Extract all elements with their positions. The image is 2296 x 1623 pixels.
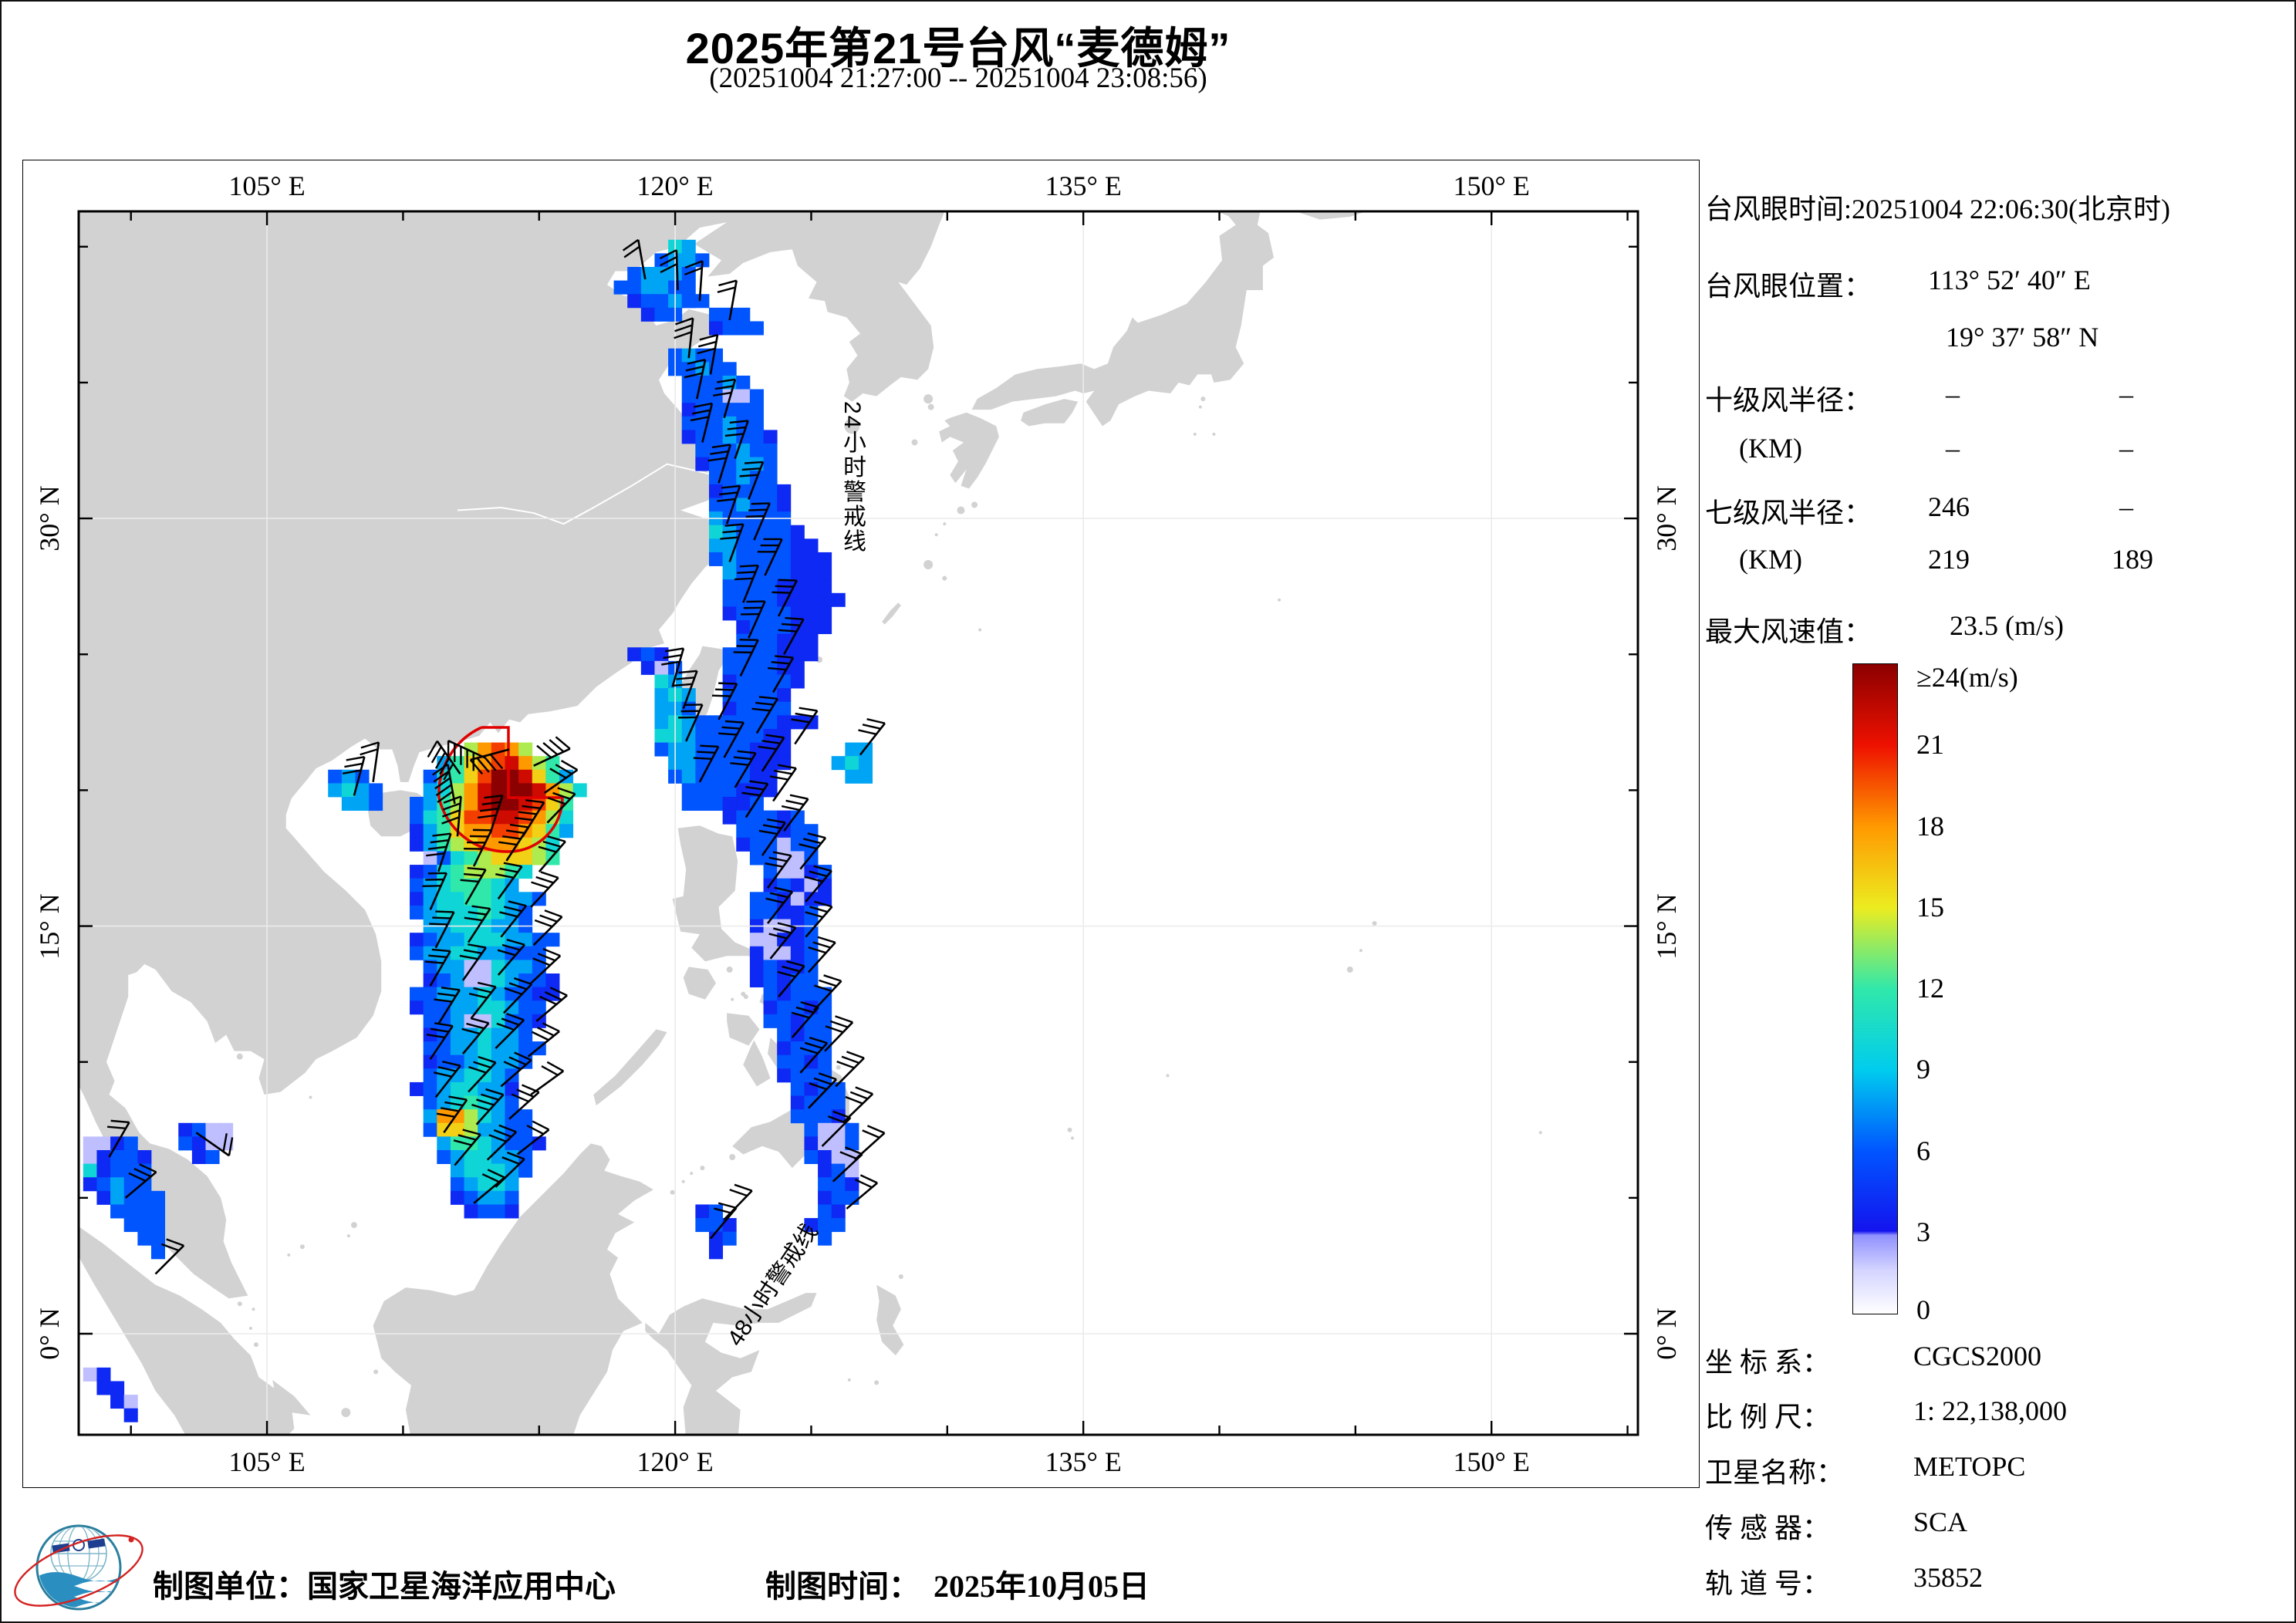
wind-speed-colorbar xyxy=(1852,663,1898,1314)
map-outline-box xyxy=(22,160,1700,1488)
axis-label-left-15: 15° N xyxy=(34,892,65,960)
metadata-value-3: SCA xyxy=(1913,1507,1968,1537)
colorbar-label-24: ≥24(m/s) xyxy=(1916,662,2018,693)
axis-label-bottom-150: 150° E xyxy=(1453,1446,1530,1477)
axis-label-bottom-135: 135° E xyxy=(1045,1446,1122,1477)
radius10-label: 十级风半径： xyxy=(1705,385,1872,416)
vmax-value: 23.5 (m/s) xyxy=(1950,610,2064,641)
metadata-label-2: 卫星名称： xyxy=(1705,1457,1845,1488)
logo-orbit-icon xyxy=(14,1524,144,1611)
metadata-value-1: 1: 22,138,000 xyxy=(1913,1395,2068,1426)
radius10-ne: – xyxy=(1946,379,1960,410)
credit-time-value: 2025年10月05日 xyxy=(934,1569,1150,1604)
radius10-unit: (KM) xyxy=(1739,433,1802,464)
axis-label-top-135: 135° E xyxy=(1045,170,1122,201)
colorbar-label-0: 0 xyxy=(1916,1294,1930,1325)
colorbar-label-3: 3 xyxy=(1916,1216,1930,1247)
axis-label-bottom-120: 120° E xyxy=(636,1446,714,1477)
page-subtitle: (20251004 21:27:00 -- 20251004 23:08:56) xyxy=(709,62,1207,94)
radius10-se: – xyxy=(2119,379,2133,410)
axis-label-top-120: 120° E xyxy=(636,170,714,201)
axis-label-top-150: 150° E xyxy=(1453,170,1530,201)
colorbar-label-21: 21 xyxy=(1916,729,1944,761)
metadata-value-0: CGCS2000 xyxy=(1913,1341,2042,1372)
axis-label-left-0: 0° N xyxy=(34,1308,65,1360)
radius7-sw: 219 xyxy=(1928,544,1970,575)
radius7-unit: (KM) xyxy=(1739,544,1802,575)
colorbar-label-9: 9 xyxy=(1916,1054,1930,1085)
eye-position-label: 台风眼位置： xyxy=(1705,271,1872,302)
metadata-label-0: 坐 标 系： xyxy=(1705,1347,1831,1378)
radius10-sw: – xyxy=(1946,433,1960,464)
warning-line-24h-label: 24小时警戒线 xyxy=(839,401,865,554)
metadata-label-4: 轨 道 号： xyxy=(1705,1568,1831,1599)
metadata-label-3: 传 感 器： xyxy=(1705,1513,1831,1544)
radius10-nw: – xyxy=(2119,433,2133,464)
colorbar-label-15: 15 xyxy=(1916,891,1944,923)
radius7-ne: 246 xyxy=(1928,491,1970,522)
credit-time-label: 制图时间： xyxy=(765,1569,920,1604)
logo-satellite-icon xyxy=(52,1538,106,1554)
colorbar-label-6: 6 xyxy=(1916,1135,1930,1166)
axis-label-top-105: 105° E xyxy=(228,170,306,201)
radius7-label: 七级风半径： xyxy=(1705,498,1872,528)
axis-label-bottom-105: 105° E xyxy=(228,1446,306,1477)
eye-position-lon: 113° 52′ 40″ E xyxy=(1928,265,2091,295)
colorbar-label-18: 18 xyxy=(1916,810,1944,842)
axis-label-left-30: 30° N xyxy=(34,485,65,552)
metadata-value-4: 35852 xyxy=(1913,1562,1983,1593)
credit-agency: 制图单位：国家卫星海洋应用中心 xyxy=(153,1569,616,1604)
eye-time: 台风眼时间:20251004 22:06:30(北京时) xyxy=(1705,194,2170,224)
page-title: 2025年第21号台风“麦德姆” xyxy=(685,24,1231,73)
logo-orbit-dot xyxy=(128,1537,134,1543)
agency-logo xyxy=(14,1524,144,1611)
radius7-se: – xyxy=(2119,491,2133,522)
axis-label-right-0: 0° N xyxy=(1651,1308,1682,1360)
axis-label-right-30: 30° N xyxy=(1651,485,1682,552)
metadata-value-2: METOPC xyxy=(1913,1451,2026,1482)
metadata-label-1: 比 例 尺： xyxy=(1705,1402,1831,1432)
vmax-label: 最大风速值： xyxy=(1705,616,1872,647)
radius7-nw: 189 xyxy=(2112,544,2153,575)
colorbar-label-12: 12 xyxy=(1916,973,1944,1004)
axis-label-right-15: 15° N xyxy=(1651,892,1682,960)
eye-position-lat: 19° 37′ 58″ N xyxy=(1946,322,2099,353)
